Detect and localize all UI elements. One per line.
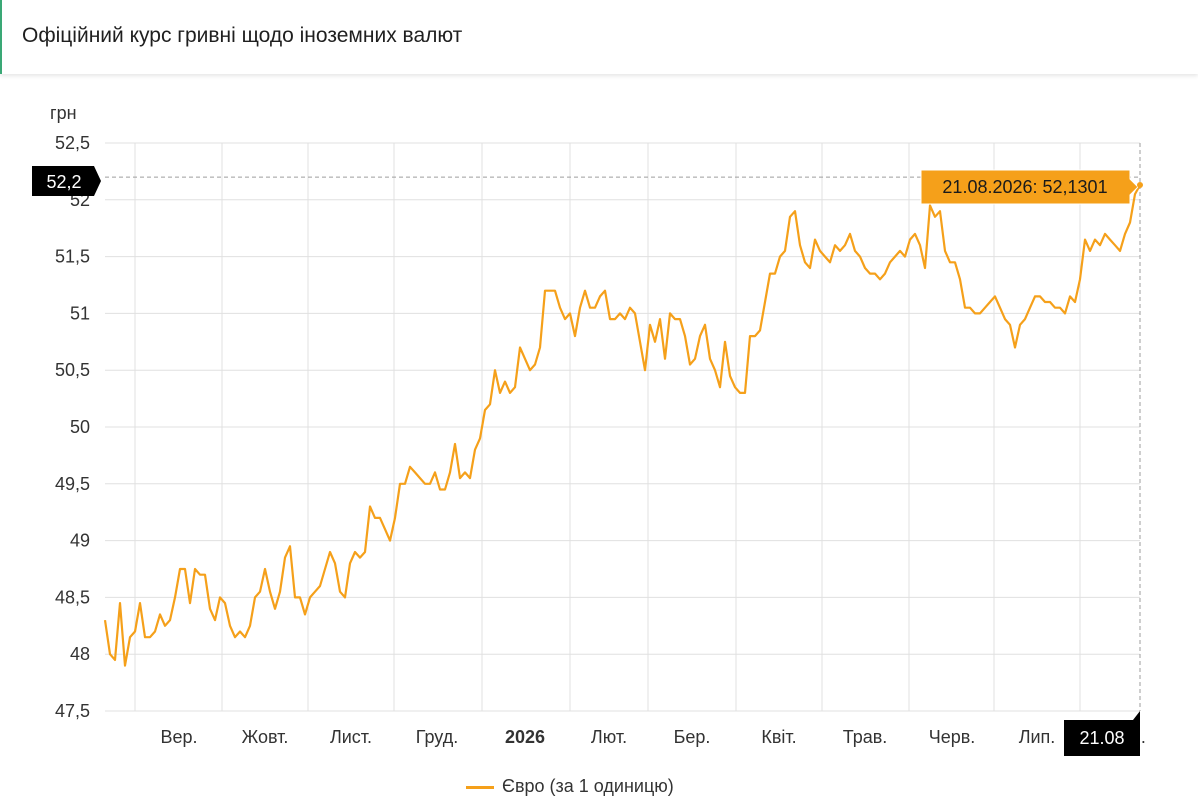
y-tick-label: 50	[70, 417, 90, 437]
y-marker-value: 52,2	[46, 172, 81, 192]
x-tick-label: Лют.	[591, 727, 627, 747]
y-tick-label: 49,5	[55, 474, 90, 494]
x-tick-label: Бер.	[674, 727, 711, 747]
x-marker-value: 21.08	[1079, 728, 1124, 748]
x-tick-label: Лист.	[330, 727, 372, 747]
x-axis-ticks: Вер. Жовт. Лист. Груд. 2026 Лют. Бер. Квіт. Трав…	[160, 727, 1145, 747]
y-tick-label: 51	[70, 303, 90, 323]
chart-legend[interactable]: Євро (за 1 одиницю)	[0, 774, 1198, 800]
x-tick-label: Трав.	[843, 727, 888, 747]
legend-label-euro: Євро (за 1 одиницю)	[502, 776, 674, 796]
y-axis-unit: грн	[50, 103, 77, 123]
x-tick-label: Лип.	[1019, 727, 1056, 747]
chart-header: Офіційний курс гривні щодо іноземних вал…	[0, 0, 1198, 74]
y-tick-label: 52,5	[55, 133, 90, 153]
crosshair-annotation: 52,2 21.08.2026: 52,1301 21.08	[32, 143, 1143, 756]
x-tick-label: Вер.	[160, 727, 197, 747]
tooltip-box	[920, 169, 1139, 205]
y-tick-label: 51,5	[55, 247, 90, 267]
y-tick-label: 48,5	[55, 587, 90, 607]
y-tick-label: 47,5	[55, 701, 90, 721]
x-tick-label: 2026	[505, 727, 545, 747]
x-marker-box	[1064, 711, 1140, 756]
last-point-marker	[1137, 182, 1143, 189]
x-tick-label: Квіт.	[761, 727, 796, 747]
x-tick-label: Черв.	[929, 727, 976, 747]
tooltip-text: 21.08.2026: 52,1301	[942, 177, 1107, 197]
x-tick-label: Жовт.	[242, 727, 289, 747]
y-tick-label: 49	[70, 531, 90, 551]
euro-series-line	[103, 184, 1141, 667]
chart-grid	[105, 142, 1140, 712]
series-layer	[103, 184, 1141, 667]
page-title: Офіційний курс гривні щодо іноземних вал…	[22, 24, 463, 47]
x-tick-label: Груд.	[416, 727, 458, 747]
y-marker-box	[32, 166, 101, 196]
legend-swatch-euro	[466, 786, 494, 789]
y-tick-label: 50,5	[55, 360, 90, 380]
y-tick-label: 48	[70, 644, 90, 664]
